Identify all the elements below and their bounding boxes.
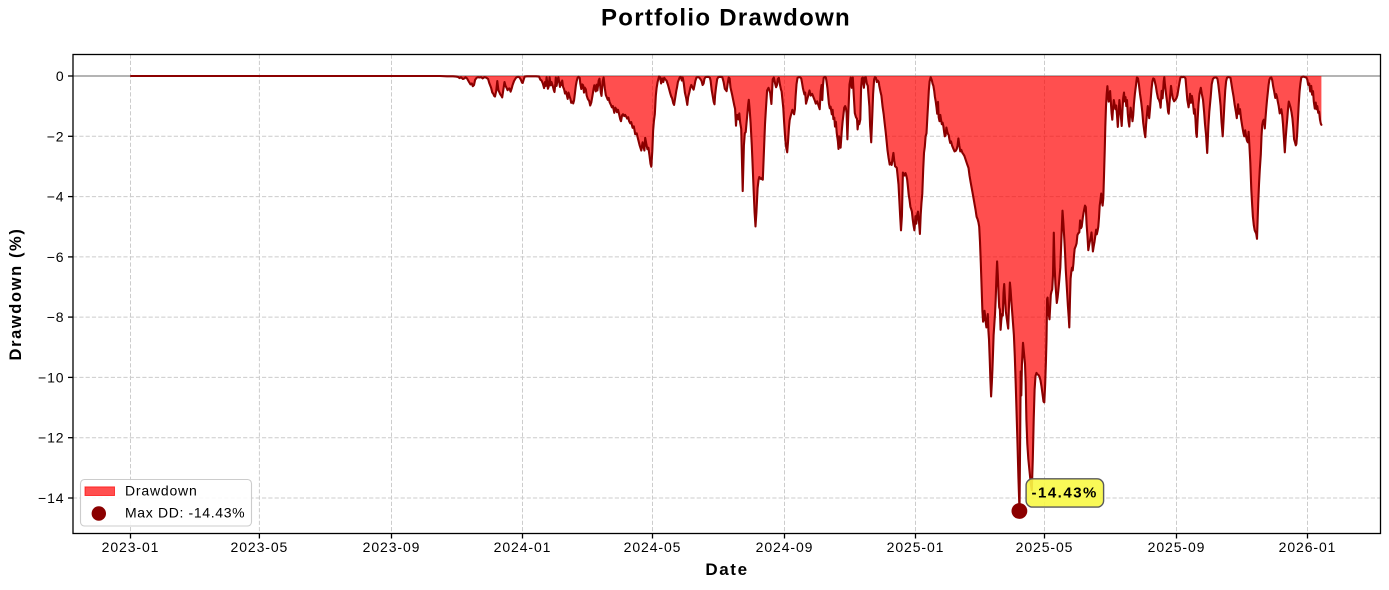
svg-text:Max DD: -14.43%: Max DD: -14.43% (125, 505, 245, 521)
svg-text:Portfolio Drawdown: Portfolio Drawdown (601, 5, 851, 32)
svg-text:Drawdown: Drawdown (125, 483, 198, 499)
svg-text:2023-09: 2023-09 (363, 539, 421, 555)
svg-text:−12: −12 (38, 430, 64, 446)
svg-text:−4: −4 (47, 189, 65, 205)
svg-text:0: 0 (56, 68, 65, 84)
svg-text:2024-05: 2024-05 (624, 539, 682, 555)
svg-text:−14: −14 (38, 490, 64, 506)
svg-text:−6: −6 (47, 249, 65, 265)
svg-text:2023-05: 2023-05 (231, 539, 289, 555)
svg-text:2026-01: 2026-01 (1279, 539, 1337, 555)
svg-text:−8: −8 (47, 309, 65, 325)
svg-text:2025-09: 2025-09 (1148, 539, 1206, 555)
svg-text:Drawdown (%): Drawdown (%) (7, 228, 25, 361)
svg-text:−10: −10 (38, 369, 64, 385)
svg-text:2025-01: 2025-01 (887, 539, 945, 555)
svg-text:2024-01: 2024-01 (494, 539, 552, 555)
svg-text:−2: −2 (47, 128, 65, 144)
svg-text:Date: Date (705, 560, 748, 579)
svg-text:2025-05: 2025-05 (1016, 539, 1074, 555)
svg-text:-14.43%: -14.43% (1032, 485, 1098, 502)
svg-text:2023-01: 2023-01 (102, 539, 160, 555)
svg-text:2024-09: 2024-09 (756, 539, 814, 555)
